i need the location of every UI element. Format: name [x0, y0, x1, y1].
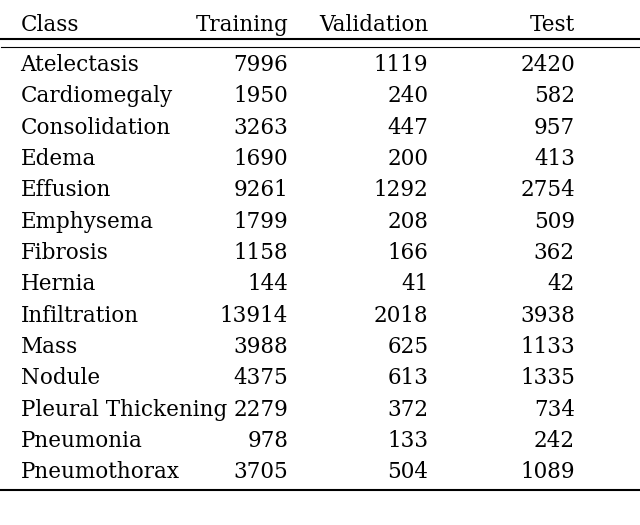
Text: 447: 447: [387, 117, 428, 139]
Text: 2279: 2279: [233, 399, 288, 421]
Text: Effusion: Effusion: [20, 180, 111, 202]
Text: Test: Test: [530, 14, 575, 36]
Text: 413: 413: [534, 148, 575, 170]
Text: Infiltration: Infiltration: [20, 305, 139, 327]
Text: 13914: 13914: [220, 305, 288, 327]
Text: 734: 734: [534, 399, 575, 421]
Text: Pleural Thickening: Pleural Thickening: [20, 399, 227, 421]
Text: Nodule: Nodule: [20, 368, 100, 390]
Text: 4375: 4375: [234, 368, 288, 390]
Text: 2420: 2420: [520, 54, 575, 76]
Text: Consolidation: Consolidation: [20, 117, 171, 139]
Text: 582: 582: [534, 86, 575, 108]
Text: 1950: 1950: [234, 86, 288, 108]
Text: Emphysema: Emphysema: [20, 211, 154, 233]
Text: 1158: 1158: [234, 242, 288, 264]
Text: Validation: Validation: [319, 14, 428, 36]
Text: Class: Class: [20, 14, 79, 36]
Text: 42: 42: [547, 274, 575, 296]
Text: 1119: 1119: [374, 54, 428, 76]
Text: Mass: Mass: [20, 336, 77, 358]
Text: 3263: 3263: [233, 117, 288, 139]
Text: 1292: 1292: [374, 180, 428, 202]
Text: 7996: 7996: [234, 54, 288, 76]
Text: 3938: 3938: [520, 305, 575, 327]
Text: 372: 372: [387, 399, 428, 421]
Text: Atelectasis: Atelectasis: [20, 54, 140, 76]
Text: 1089: 1089: [520, 461, 575, 484]
Text: Pneumonia: Pneumonia: [20, 430, 142, 452]
Text: 9261: 9261: [234, 180, 288, 202]
Text: 957: 957: [534, 117, 575, 139]
Text: 625: 625: [387, 336, 428, 358]
Text: 1335: 1335: [520, 368, 575, 390]
Text: 166: 166: [387, 242, 428, 264]
Text: 1133: 1133: [520, 336, 575, 358]
Text: 133: 133: [387, 430, 428, 452]
Text: 3705: 3705: [234, 461, 288, 484]
Text: 362: 362: [534, 242, 575, 264]
Text: 2018: 2018: [374, 305, 428, 327]
Text: Fibrosis: Fibrosis: [20, 242, 108, 264]
Text: 1799: 1799: [234, 211, 288, 233]
Text: Training: Training: [195, 14, 288, 36]
Text: 3988: 3988: [234, 336, 288, 358]
Text: 509: 509: [534, 211, 575, 233]
Text: 208: 208: [387, 211, 428, 233]
Text: 200: 200: [387, 148, 428, 170]
Text: 504: 504: [387, 461, 428, 484]
Text: Hernia: Hernia: [20, 274, 96, 296]
Text: Pneumothorax: Pneumothorax: [20, 461, 179, 484]
Text: 1690: 1690: [234, 148, 288, 170]
Text: 144: 144: [247, 274, 288, 296]
Text: 242: 242: [534, 430, 575, 452]
Text: Edema: Edema: [20, 148, 96, 170]
Text: 978: 978: [247, 430, 288, 452]
Text: Cardiomegaly: Cardiomegaly: [20, 86, 173, 108]
Text: 2754: 2754: [520, 180, 575, 202]
Text: 613: 613: [387, 368, 428, 390]
Text: 240: 240: [387, 86, 428, 108]
Text: 41: 41: [401, 274, 428, 296]
